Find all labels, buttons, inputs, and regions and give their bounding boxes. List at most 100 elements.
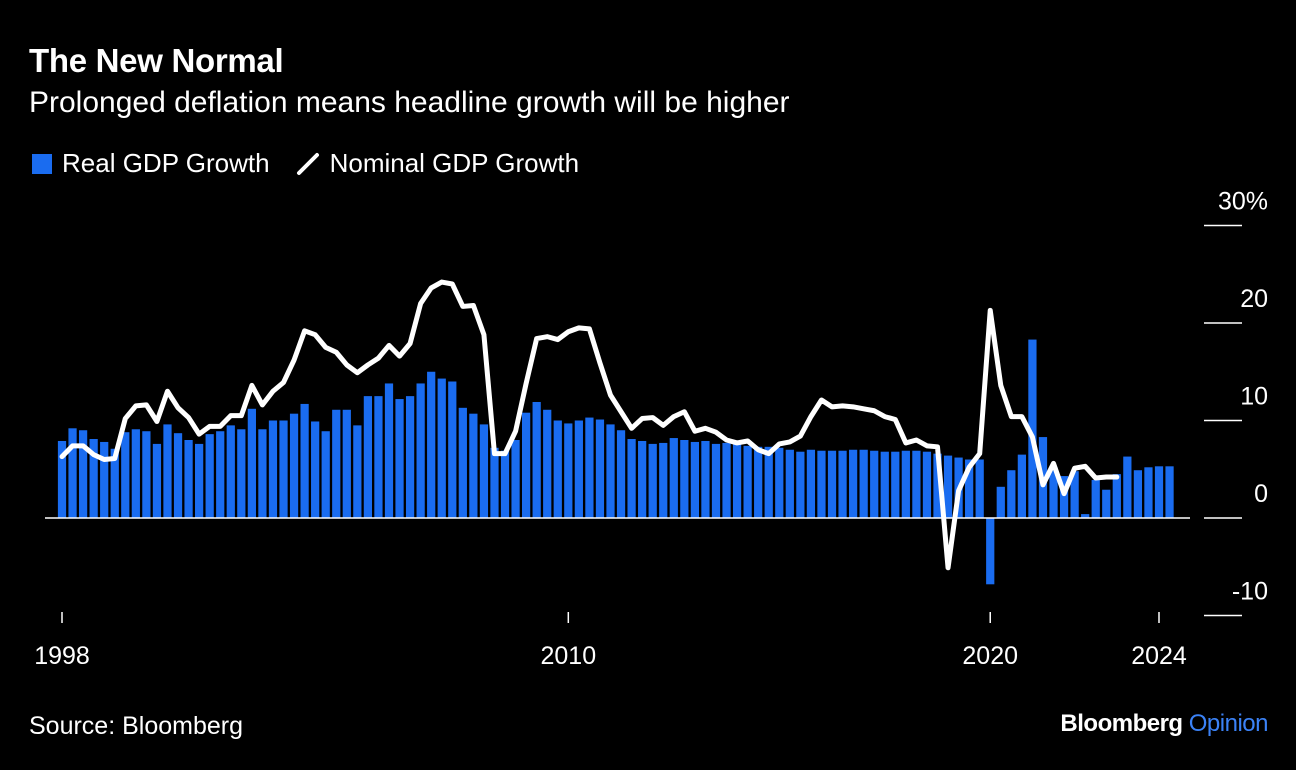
bar-real-gdp-87 xyxy=(975,459,984,518)
legend-label-nominal-gdp: Nominal GDP Growth xyxy=(329,148,580,178)
bar-real-gdp-82 xyxy=(922,451,932,518)
bar-real-gdp-66 xyxy=(754,446,763,518)
bar-real-gdp-11 xyxy=(173,433,183,518)
bar-real-gdp-27 xyxy=(342,409,351,518)
bar-real-gdp-13 xyxy=(195,443,204,518)
bar-real-gdp-74 xyxy=(838,450,847,518)
bar-real-gdp-39 xyxy=(469,413,478,518)
legend-line-swatch-icon xyxy=(296,152,319,175)
chart-subtitle: Prolonged deflation means headline growt… xyxy=(29,86,790,119)
bar-real-gdp-31 xyxy=(384,383,394,518)
bar-real-gdp-6 xyxy=(121,432,130,518)
bar-real-gdp-24 xyxy=(311,421,320,518)
bar-real-gdp-22 xyxy=(289,413,299,518)
bar-real-gdp-80 xyxy=(901,450,910,518)
source-note: Source: Bloomberg xyxy=(29,712,244,740)
bar-real-gdp-23 xyxy=(300,403,309,518)
bar-real-gdp-25 xyxy=(321,431,330,518)
bar-real-gdp-62 xyxy=(711,443,721,518)
bar-real-gdp-32 xyxy=(395,399,404,518)
brand-logo: Bloomberg Opinion xyxy=(1060,710,1268,738)
bar-real-gdp-88 xyxy=(986,518,995,585)
bar-real-gdp-84 xyxy=(943,455,953,518)
x-tick-label-1: 2010 xyxy=(540,642,596,670)
bar-real-gdp-76 xyxy=(859,449,868,518)
bar-real-gdp-9 xyxy=(152,443,162,518)
bar-real-gdp-92 xyxy=(1028,339,1037,518)
bar-real-gdp-57 xyxy=(659,442,668,518)
bar-real-gdp-35 xyxy=(427,371,436,518)
bar-real-gdp-90 xyxy=(1007,470,1016,518)
y-tick-label-4: 30% xyxy=(1218,188,1268,216)
bar-real-gdp-42 xyxy=(500,450,510,518)
legend-item-nominal-gdp: Nominal GDP Growth xyxy=(296,148,580,179)
bar-real-gdp-12 xyxy=(184,440,193,518)
x-tick-label-2: 2020 xyxy=(962,642,1018,670)
bar-real-gdp-86 xyxy=(965,459,974,518)
bar-real-gdp-28 xyxy=(353,425,362,519)
bar-real-gdp-37 xyxy=(448,381,457,518)
bar-real-gdp-75 xyxy=(848,449,858,518)
bar-real-gdp-78 xyxy=(880,451,889,518)
bar-real-gdp-36 xyxy=(437,378,446,518)
bar-real-gdp-102 xyxy=(1133,470,1143,518)
bar-real-gdp-3 xyxy=(89,439,98,518)
brand-section: Opinion xyxy=(1188,710,1269,737)
bar-real-gdp-91 xyxy=(1017,454,1026,519)
bar-real-gdp-68 xyxy=(775,447,784,518)
bar-real-gdp-47 xyxy=(553,420,562,518)
bar-real-gdp-10 xyxy=(163,424,172,518)
legend-item-real-gdp: Real GDP Growth xyxy=(32,148,270,179)
bar-real-gdp-26 xyxy=(332,409,341,518)
bar-real-gdp-20 xyxy=(268,420,278,518)
bar-real-gdp-67 xyxy=(764,446,773,518)
y-tick-label-2: 10 xyxy=(1240,383,1268,411)
bar-real-gdp-55 xyxy=(638,440,647,518)
bar-real-gdp-83 xyxy=(933,453,942,518)
bar-real-gdp-49 xyxy=(574,420,583,518)
bar-real-gdp-2 xyxy=(78,430,88,518)
x-tick-label-0: 1998 xyxy=(34,642,90,670)
bar-real-gdp-21 xyxy=(279,420,288,518)
bar-real-gdp-56 xyxy=(648,443,657,518)
bar-real-gdp-69 xyxy=(785,449,794,518)
bar-real-gdp-103 xyxy=(1144,467,1153,518)
bar-real-gdp-72 xyxy=(817,450,826,518)
y-tick-label-1: 0 xyxy=(1254,480,1268,508)
bar-real-gdp-14 xyxy=(205,434,214,518)
bar-real-gdp-101 xyxy=(1123,456,1132,518)
bar-real-gdp-38 xyxy=(458,407,467,518)
bar-real-gdp-94 xyxy=(1049,467,1058,518)
bar-real-gdp-4 xyxy=(100,441,109,518)
bar-real-gdp-34 xyxy=(416,383,425,518)
bar-real-gdp-54 xyxy=(627,439,636,518)
bar-real-gdp-33 xyxy=(405,396,415,519)
bar-real-gdp-5 xyxy=(110,448,119,518)
bar-real-gdp-79 xyxy=(891,451,900,518)
bar-real-gdp-8 xyxy=(142,431,151,518)
bar-real-gdp-1 xyxy=(68,428,77,518)
bar-real-gdp-63 xyxy=(722,442,731,518)
bar-real-gdp-44 xyxy=(522,412,531,518)
bar-real-gdp-18 xyxy=(247,408,256,518)
bar-real-gdp-41 xyxy=(490,447,499,518)
bar-real-gdp-70 xyxy=(796,451,805,518)
bar-real-gdp-29 xyxy=(363,396,373,519)
y-tick-label-0: -10 xyxy=(1232,578,1268,606)
legend-bar-swatch-icon xyxy=(32,153,52,174)
bar-real-gdp-50 xyxy=(585,417,594,518)
bar-real-gdp-77 xyxy=(870,450,879,518)
bar-real-gdp-60 xyxy=(690,441,699,518)
bar-real-gdp-100 xyxy=(1112,474,1121,519)
bar-real-gdp-48 xyxy=(564,423,573,518)
bar-real-gdp-52 xyxy=(606,424,615,518)
brand-name: Bloomberg xyxy=(1060,710,1183,737)
y-tick-label-3: 20 xyxy=(1240,285,1268,313)
bar-real-gdp-65 xyxy=(743,445,752,518)
bar-real-gdp-95 xyxy=(1059,476,1069,518)
bar-real-gdp-96 xyxy=(1070,471,1079,518)
line-nominal-gdp xyxy=(59,279,1120,571)
bar-real-gdp-89 xyxy=(996,486,1005,518)
bar-real-gdp-99 xyxy=(1102,489,1111,518)
x-tick-label-3: 2024 xyxy=(1131,642,1187,670)
